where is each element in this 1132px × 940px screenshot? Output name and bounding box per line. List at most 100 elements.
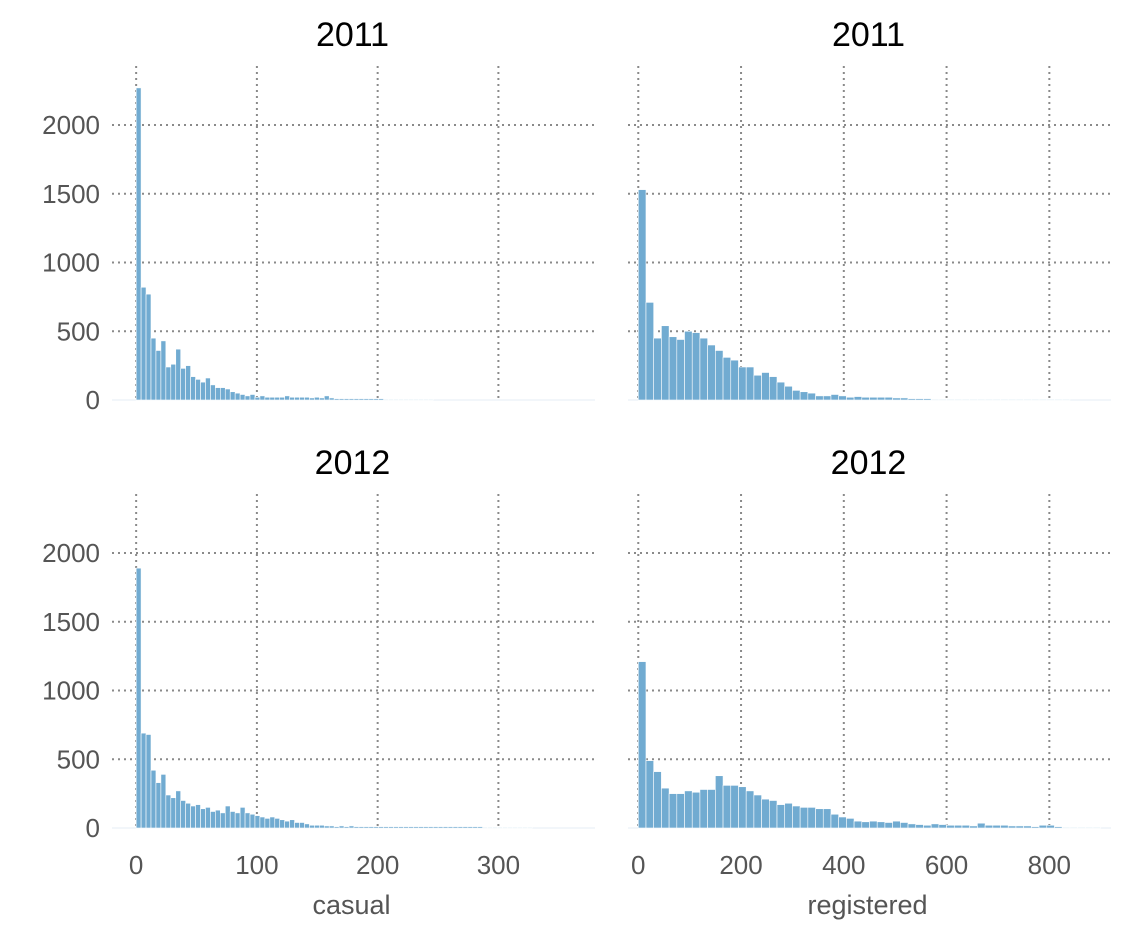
histogram-bar xyxy=(1046,399,1055,401)
histogram-bar xyxy=(333,398,340,401)
histogram-bar xyxy=(707,344,716,401)
y-tick-label: 500 xyxy=(57,744,100,774)
histogram-panel-4: 0 200 400 600 800 registered 2012 xyxy=(628,444,1111,920)
histogram-bar xyxy=(1000,399,1009,401)
histogram-bar xyxy=(195,804,201,829)
histogram-bar xyxy=(753,374,762,401)
histogram-bar xyxy=(487,827,493,829)
y-tick-label: 2000 xyxy=(42,110,100,140)
histogram-bar xyxy=(323,825,330,829)
histogram-bar xyxy=(200,381,206,401)
histogram-bar xyxy=(838,816,847,829)
bars xyxy=(135,567,533,829)
histogram-bar xyxy=(822,808,832,829)
histogram-bar xyxy=(745,790,755,829)
histogram-bar xyxy=(289,819,295,829)
x-tick-label: 800 xyxy=(1028,850,1071,880)
histogram-bar xyxy=(1023,825,1032,829)
histogram-bar xyxy=(338,398,345,401)
histogram-bar xyxy=(323,395,330,401)
histogram-bar xyxy=(830,394,839,401)
histogram-bar xyxy=(239,807,246,829)
histogram-bar xyxy=(363,398,370,401)
histogram-bar xyxy=(707,789,716,829)
histogram-bar xyxy=(1069,827,1078,829)
histogram-bar xyxy=(348,398,355,401)
histogram-panel-2: 2011 xyxy=(628,16,1111,401)
histogram-bar xyxy=(691,791,701,829)
y-tick-label: 0 xyxy=(86,385,100,415)
histogram-bar xyxy=(1061,399,1071,401)
histogram-bar xyxy=(319,397,325,401)
histogram-bar xyxy=(784,385,793,401)
histogram-bar xyxy=(761,372,770,401)
histogram-bar xyxy=(358,398,365,401)
histogram-bar xyxy=(378,826,384,829)
histogram-bar xyxy=(170,363,177,401)
histogram-bar xyxy=(457,826,464,829)
histogram-bar xyxy=(422,826,429,829)
histogram-bar xyxy=(269,396,276,401)
histogram-bar xyxy=(1023,399,1032,401)
histogram-bar xyxy=(815,808,824,829)
histogram-bar xyxy=(413,399,419,401)
histogram-bar xyxy=(953,824,963,829)
histogram-bar xyxy=(373,398,380,401)
histogram-bar xyxy=(234,812,241,829)
histogram-bar xyxy=(900,397,909,401)
histogram-bar xyxy=(284,395,290,401)
histogram-bar xyxy=(668,793,678,829)
histogram-bar xyxy=(684,790,693,829)
histogram-bar xyxy=(418,826,424,829)
histogram-bar xyxy=(977,399,986,401)
histogram-bar xyxy=(264,396,271,401)
histogram-bar xyxy=(745,366,755,401)
histogram-bar xyxy=(328,825,335,829)
histogram-bar xyxy=(408,399,414,401)
y-tick-label: 1500 xyxy=(42,607,100,637)
histogram-bar xyxy=(776,381,786,401)
histogram-bar xyxy=(309,397,315,401)
histogram-bar xyxy=(1031,826,1040,829)
histogram-bar xyxy=(358,826,365,829)
histogram-bar xyxy=(135,567,142,829)
histogram-bar xyxy=(175,790,182,829)
histogram-bar xyxy=(210,384,216,401)
histogram-bar xyxy=(353,826,360,829)
histogram-bar xyxy=(343,826,350,829)
histogram-bar xyxy=(977,822,986,829)
histogram-bar xyxy=(220,812,226,829)
histogram-bar xyxy=(900,822,909,829)
x-tick-label: 600 xyxy=(925,850,968,880)
histogram-bar xyxy=(1038,824,1048,829)
histogram-bar xyxy=(661,787,670,829)
histogram-bar xyxy=(482,827,488,829)
histogram-bar xyxy=(477,826,484,829)
histogram-bar xyxy=(155,350,162,401)
histogram-bar xyxy=(876,821,886,829)
histogram-bar xyxy=(969,399,978,401)
histogram-bar xyxy=(224,388,231,401)
histogram-bar xyxy=(738,786,747,829)
bars xyxy=(637,189,1071,401)
x-tick-label: 100 xyxy=(235,850,278,880)
panel-title: 2012 xyxy=(831,444,907,482)
panel-title: 2012 xyxy=(315,444,391,482)
histogram-bar xyxy=(884,396,893,401)
histogram-bar xyxy=(892,397,901,401)
histogram-bar xyxy=(442,826,449,829)
histogram-bar xyxy=(923,824,932,829)
histogram-bar xyxy=(393,399,399,401)
histogram-bar xyxy=(869,820,878,829)
histogram-bar xyxy=(299,822,305,829)
histogram-bar xyxy=(215,809,221,829)
histogram-bar xyxy=(907,398,917,401)
histogram-bar xyxy=(427,826,434,829)
histogram-bar xyxy=(413,826,419,829)
histogram-bar xyxy=(637,661,647,829)
histogram-bar xyxy=(388,399,394,401)
histogram-bar xyxy=(343,398,350,401)
histogram-bar xyxy=(244,395,251,401)
y-tick-label: 500 xyxy=(57,316,100,346)
